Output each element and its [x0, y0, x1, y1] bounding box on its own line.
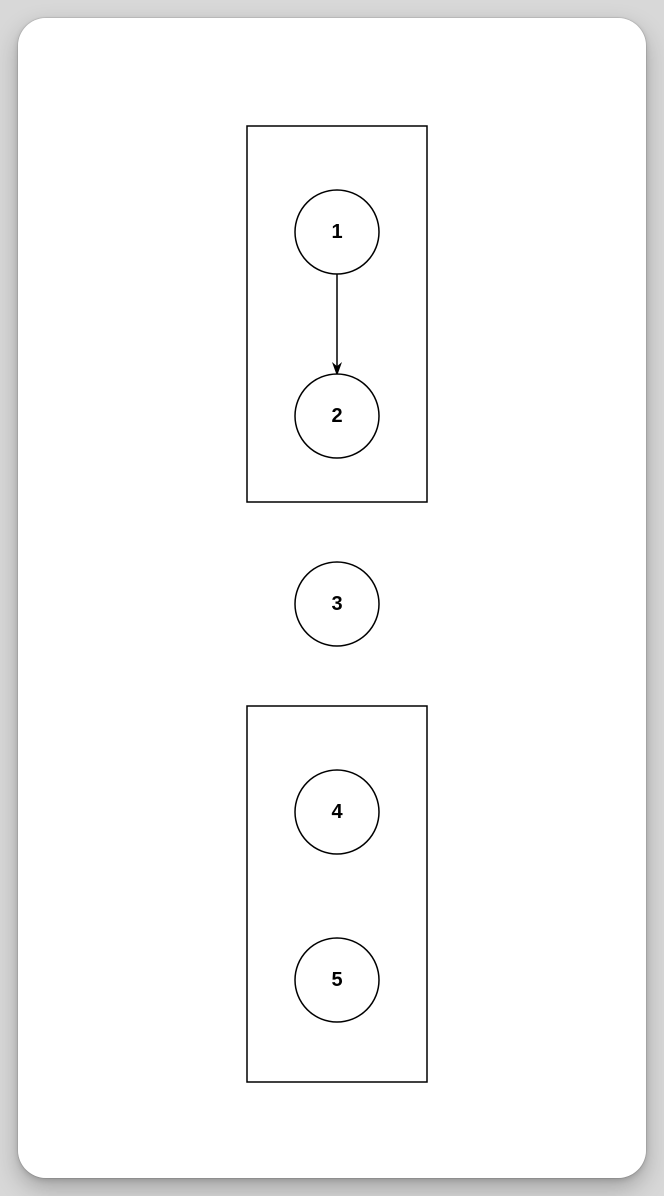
node-label: 1: [331, 221, 342, 243]
node-label: 5: [331, 969, 342, 991]
node-n1: 1: [295, 190, 379, 274]
node-label: 4: [331, 801, 343, 823]
diagram-card: 1 2 3 4 5: [18, 18, 646, 1178]
node-n2: 2: [295, 374, 379, 458]
node-n3: 3: [295, 562, 379, 646]
node-n5: 5: [295, 938, 379, 1022]
group-box: [247, 706, 427, 1082]
node-label: 3: [331, 593, 342, 615]
node-label: 2: [331, 405, 342, 427]
node-n4: 4: [295, 770, 379, 854]
diagram-svg: 1 2 3 4 5: [18, 18, 646, 1178]
